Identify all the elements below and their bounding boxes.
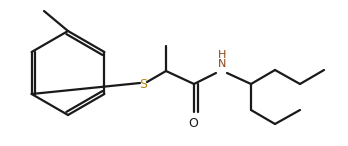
Text: S: S [139, 78, 147, 91]
Text: O: O [188, 117, 198, 130]
Text: H
N: H N [218, 50, 226, 69]
